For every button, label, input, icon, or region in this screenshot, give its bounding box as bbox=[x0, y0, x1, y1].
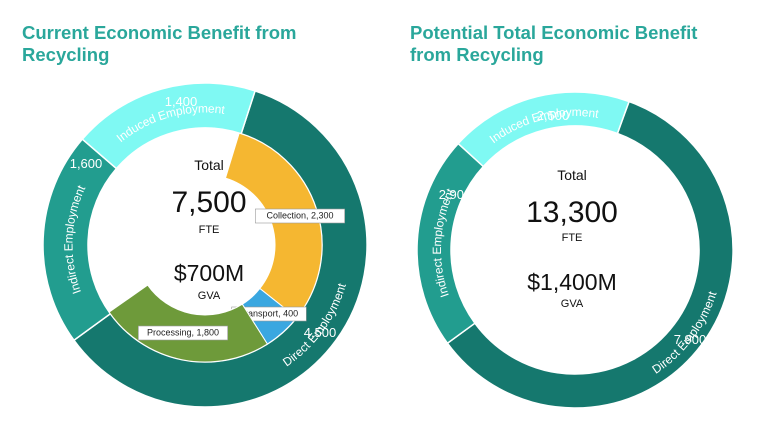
inner-segment-processing bbox=[108, 284, 269, 363]
center-total-unit: FTE bbox=[562, 232, 583, 244]
center-gva-value: $700M bbox=[174, 260, 244, 286]
chart-title-potential: Potential Total Economic Benefit from Re… bbox=[410, 22, 698, 65]
center-total-value: 7,500 bbox=[171, 186, 246, 219]
ring-value-induced-employment: 1,400 bbox=[165, 94, 198, 109]
ring-segment-induced-employment bbox=[81, 82, 257, 170]
center-total-label: Total bbox=[194, 157, 224, 173]
center-gva-value: $1,400M bbox=[527, 269, 617, 295]
inner-data-label-collection: Collection, 2,300 bbox=[255, 208, 345, 224]
inner-data-label-processing: Processing, 1,800 bbox=[138, 325, 228, 341]
ring-value-direct-employment: 7,900 bbox=[674, 332, 707, 347]
svg-text:Processing, 1,800: Processing, 1,800 bbox=[147, 327, 219, 337]
center-total-value: 13,300 bbox=[526, 196, 618, 229]
ring-value-direct-employment: 4,500 bbox=[304, 325, 337, 340]
chart-title-current: Current Economic Benefit from Recycling bbox=[22, 22, 297, 65]
ring-segment-induced-employment bbox=[457, 91, 631, 168]
center-gva-unit: GVA bbox=[561, 298, 584, 310]
center-total-unit: FTE bbox=[199, 224, 220, 236]
svg-text:Transport, 400: Transport, 400 bbox=[240, 308, 298, 318]
svg-text:Collection, 2,300: Collection, 2,300 bbox=[266, 210, 333, 220]
ring-value-induced-employment: 2,500 bbox=[537, 108, 570, 123]
ring-value-indirect-employment: 2,900 bbox=[439, 187, 472, 202]
center-gva-unit: GVA bbox=[198, 290, 221, 302]
ring-segment-indirect-employment bbox=[416, 142, 485, 345]
ring-value-indirect-employment: 1,600 bbox=[70, 156, 103, 171]
ring-segment-direct-employment bbox=[446, 100, 734, 409]
center-total-label: Total bbox=[557, 167, 587, 183]
